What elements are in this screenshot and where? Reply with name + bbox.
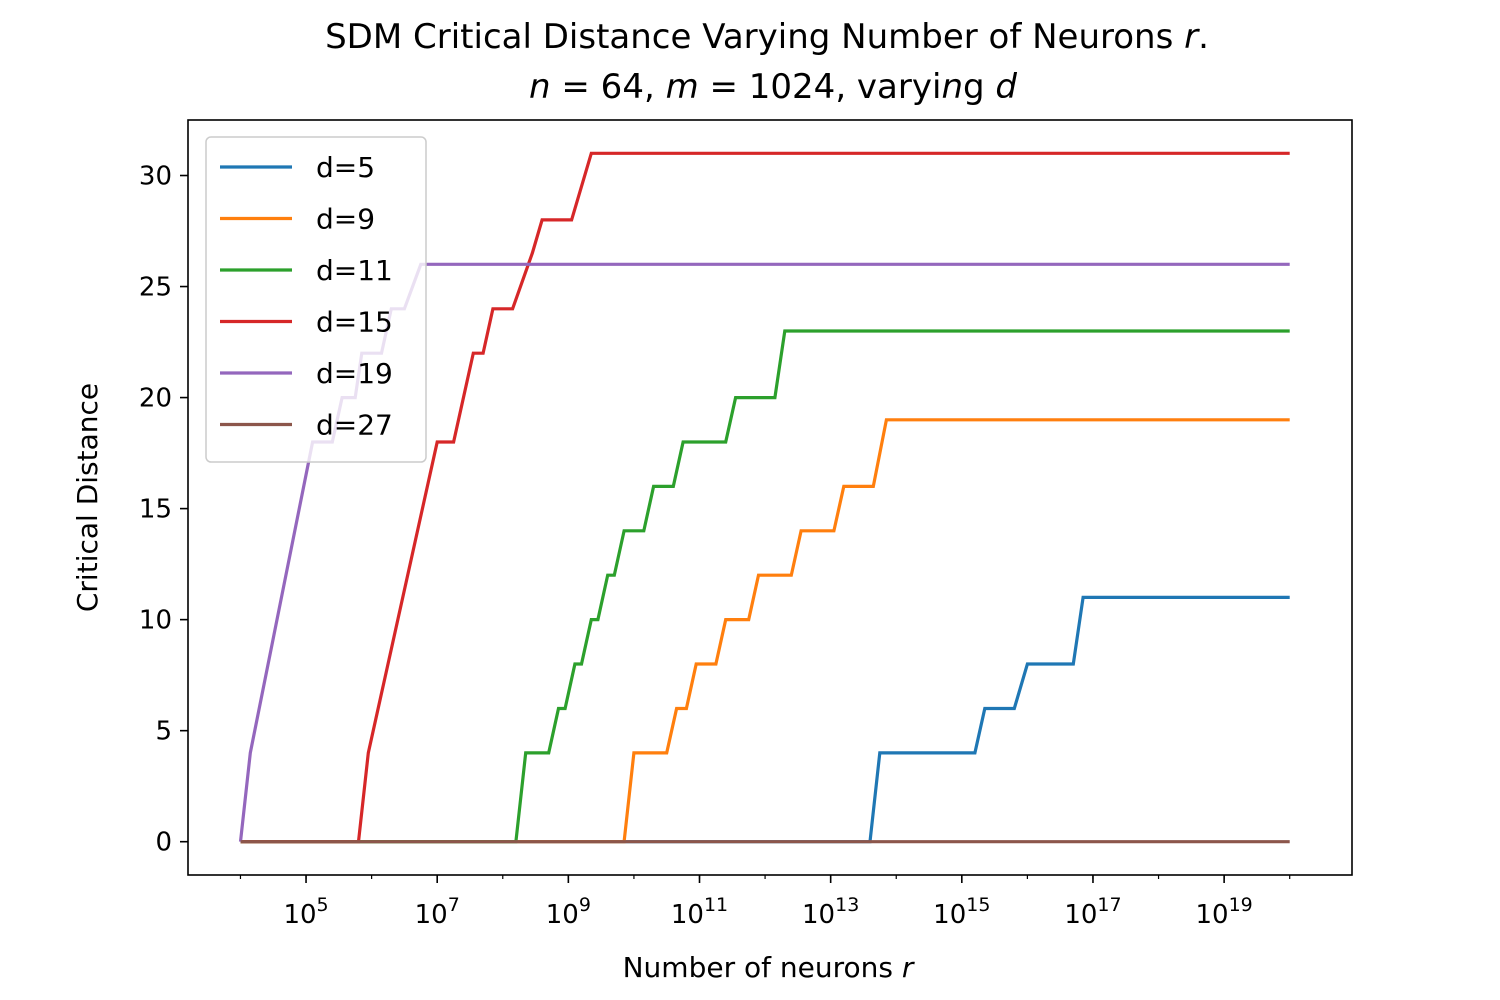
x-tick-label: 105 — [283, 894, 328, 930]
x-tick-label: 1017 — [1064, 894, 1121, 930]
y-axis-label: Critical Distance — [71, 383, 104, 612]
series-line-d-5 — [240, 595, 1290, 844]
y-tick-label: 5 — [155, 717, 172, 747]
legend-label: d=9 — [316, 203, 375, 236]
y-axis: 0 5 10 15 20 25 30 — [139, 162, 188, 858]
x-tick-label: 1019 — [1195, 894, 1252, 930]
series-line-d-9 — [240, 418, 1290, 844]
legend-label: d=15 — [316, 306, 393, 339]
legend-label: d=11 — [316, 254, 393, 287]
series-line-d-11 — [240, 329, 1290, 844]
x-axis-label: Number of neurons r — [623, 951, 915, 984]
x-tick-label: 107 — [415, 894, 460, 930]
chart-subtitle: n = 64, m = 1024, varying d — [529, 67, 1017, 107]
y-tick-label: 30 — [139, 162, 172, 192]
y-tick-label: 20 — [139, 384, 172, 414]
subtitle-text: n = 64, m = 1024, varying d — [529, 67, 1017, 107]
x-tick-label: 1013 — [802, 894, 859, 930]
legend-label: d=27 — [316, 409, 393, 442]
y-tick-label: 15 — [139, 495, 172, 525]
axis-labels: Number of neurons r Critical Distance — [71, 383, 915, 984]
plot-frame — [187, 119, 1353, 876]
y-tick-label: 0 — [155, 828, 172, 858]
y-tick-label: 10 — [139, 606, 172, 636]
title-text: SDM Critical Distance Varying Number of … — [325, 17, 1209, 57]
chart-title: SDM Critical Distance Varying Number of … — [325, 17, 1209, 57]
series-line-d-15 — [240, 151, 1290, 844]
legend-label: d=19 — [316, 357, 393, 390]
legend: d=5 d=9 d=11 d=15 d=19 d=27 — [205, 136, 427, 463]
x-tick-label: 109 — [546, 894, 591, 930]
y-tick-label: 25 — [139, 273, 172, 303]
x-tick-label: 1015 — [933, 894, 990, 930]
x-axis: 105 107 109 1011 1013 1015 1017 1019 — [239, 875, 1291, 930]
legend-label: d=5 — [316, 151, 375, 184]
x-tick-label: 1011 — [671, 894, 728, 930]
